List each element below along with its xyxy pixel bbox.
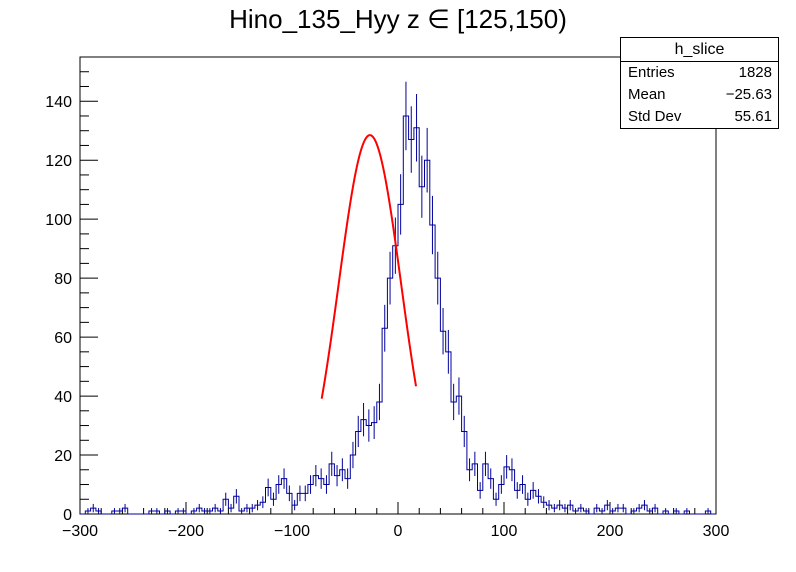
x-tick-label: −300 <box>62 523 98 540</box>
x-tick-label: 100 <box>491 523 518 540</box>
x-tick-label: −200 <box>168 523 204 540</box>
stats-key: Entries <box>628 64 675 81</box>
y-tick-label: 120 <box>45 153 72 170</box>
x-tick-label: −100 <box>274 523 310 540</box>
stats-key: Mean <box>628 86 666 103</box>
x-tick-label: 300 <box>703 523 730 540</box>
axis-ticks <box>79 56 717 515</box>
stats-row-entries: Entries 1828 <box>621 62 778 84</box>
y-tick-label: 140 <box>45 94 72 111</box>
stats-value: −25.63 <box>725 86 772 103</box>
chart-title: Hino_135_Hyy z ∈ [125,150) <box>229 4 567 34</box>
y-tick-label: 80 <box>54 271 72 288</box>
x-tick-label: 200 <box>597 523 624 540</box>
gaussian-fit-curve <box>320 134 418 399</box>
x-tick-label: 0 <box>394 523 403 540</box>
stats-box-name: h_slice <box>621 38 778 62</box>
y-tick-label: 0 <box>63 507 72 524</box>
stats-row-mean: Mean −25.63 <box>621 84 778 106</box>
stats-key: Std Dev <box>628 108 682 125</box>
y-tick-label: 40 <box>54 389 72 406</box>
histogram-step-line <box>80 115 716 515</box>
stats-value: 1828 <box>738 64 772 81</box>
y-tick-label: 20 <box>54 448 72 465</box>
error-bars <box>87 81 709 514</box>
tick-labels: −300 −200 −100 0 100 200 300 0 20 40 60 80 100 120 140 <box>45 94 729 540</box>
y-tick-label: 60 <box>54 330 72 347</box>
stats-box: h_slice Entries 1828 Mean −25.63 Std Dev… <box>620 37 779 129</box>
y-tick-label: 100 <box>45 212 72 229</box>
stats-row-stddev: Std Dev 55.61 <box>621 106 778 128</box>
stats-value: 55.61 <box>734 108 772 125</box>
